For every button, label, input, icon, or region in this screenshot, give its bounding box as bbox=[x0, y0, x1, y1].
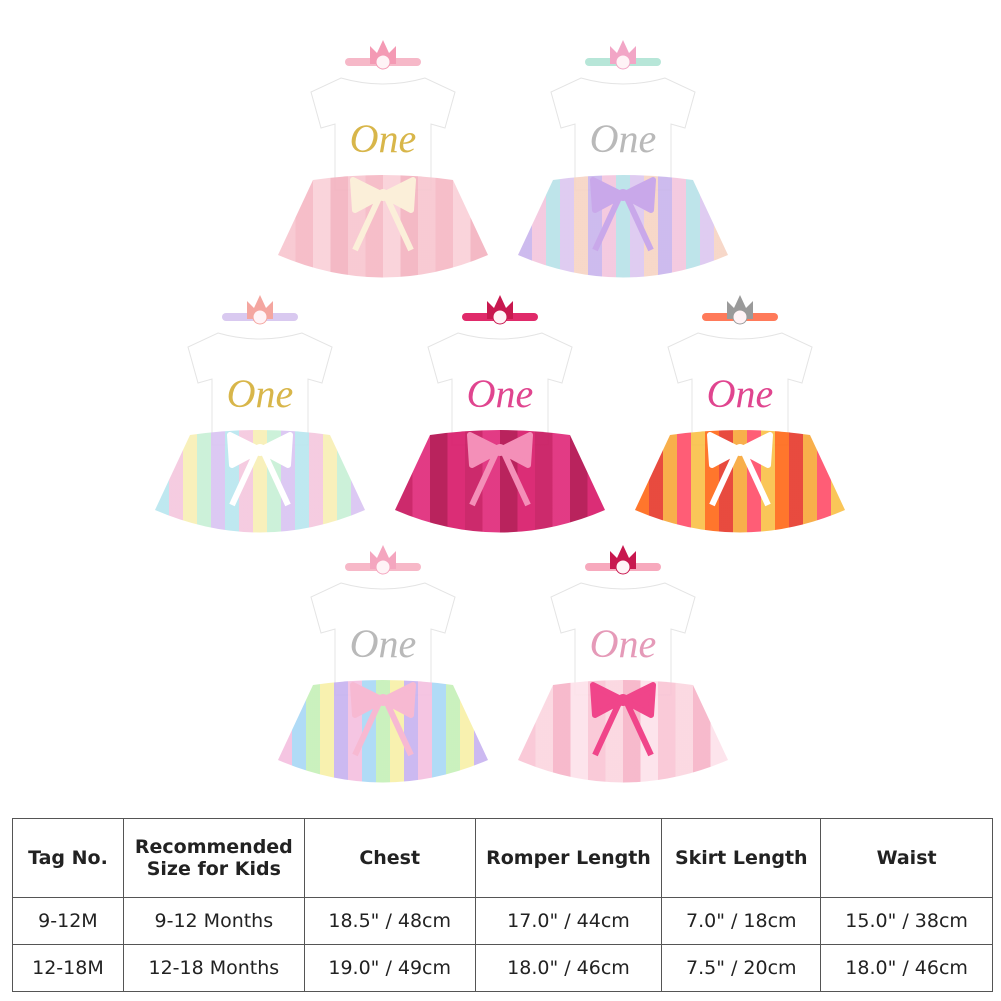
bow-knot bbox=[377, 189, 389, 201]
header-cell: Waist bbox=[820, 818, 993, 898]
outfit: One bbox=[155, 295, 365, 533]
tutu bbox=[518, 175, 728, 278]
header-row: Tag No. Recommended Size for Kids Chest Rom… bbox=[12, 818, 993, 898]
tutu bbox=[278, 175, 488, 278]
flower bbox=[252, 309, 268, 325]
bow bbox=[707, 432, 773, 507]
flower bbox=[375, 559, 391, 575]
outfit: One bbox=[518, 40, 728, 278]
flower bbox=[732, 309, 748, 325]
onesie bbox=[310, 582, 456, 696]
table-cell: 7.5" / 20cm bbox=[661, 944, 822, 992]
table-cell: 12-18M bbox=[12, 944, 124, 992]
table-cell: 12-18 Months bbox=[122, 944, 305, 992]
crown bbox=[487, 295, 513, 319]
header-cell: Tag No. bbox=[12, 818, 124, 898]
table-cell: 18.0" / 46cm bbox=[474, 944, 663, 992]
onesie bbox=[187, 332, 333, 446]
flower bbox=[375, 54, 391, 70]
onesie-print: One bbox=[350, 621, 417, 666]
onesie bbox=[550, 582, 696, 696]
size-table: Tag No. Recommended Size for Kids Chest Rom… bbox=[12, 818, 993, 992]
outfit-gallery: One One One One One One One bbox=[155, 40, 845, 783]
table-row: 12-18M 12-18 Months 19.0" / 49cm 18.0" / 46… bbox=[12, 944, 993, 992]
bow bbox=[590, 177, 656, 252]
bow bbox=[350, 682, 416, 757]
header-cell: Romper Length bbox=[474, 818, 663, 898]
onesie-print: One bbox=[227, 371, 294, 416]
onesie bbox=[667, 332, 813, 446]
header-cell: Chest bbox=[303, 818, 476, 898]
onesie bbox=[550, 77, 696, 191]
crown bbox=[370, 40, 396, 64]
tutu bbox=[518, 680, 728, 783]
table-cell: 7.0" / 18cm bbox=[661, 897, 822, 945]
table-cell: 9-12M bbox=[12, 897, 124, 945]
table-cell: 9-12 Months bbox=[122, 897, 305, 945]
crown bbox=[247, 295, 273, 319]
bow-knot bbox=[377, 694, 389, 706]
bow-knot bbox=[494, 444, 506, 456]
bow bbox=[350, 177, 416, 252]
outfit: One bbox=[635, 295, 845, 533]
bow-knot bbox=[254, 444, 266, 456]
tutu bbox=[278, 680, 488, 783]
table-cell: 18.0" / 46cm bbox=[820, 944, 993, 992]
flower bbox=[615, 559, 631, 575]
onesie-print: One bbox=[707, 371, 774, 416]
table-cell: 18.5" / 48cm bbox=[303, 897, 476, 945]
outfit: One bbox=[518, 545, 728, 783]
onesie bbox=[427, 332, 573, 446]
tutu bbox=[635, 430, 845, 533]
onesie-print: One bbox=[590, 621, 657, 666]
header-cell: Skirt Length bbox=[661, 818, 822, 898]
onesie-print: One bbox=[590, 116, 657, 161]
bow bbox=[227, 432, 293, 507]
flower bbox=[615, 54, 631, 70]
tutu bbox=[395, 430, 605, 533]
table-cell: 17.0" / 44cm bbox=[474, 897, 663, 945]
bow bbox=[590, 682, 656, 757]
crown bbox=[727, 295, 753, 319]
outfit: One bbox=[278, 545, 488, 783]
onesie bbox=[310, 77, 456, 191]
crown bbox=[610, 545, 636, 569]
bow-knot bbox=[734, 444, 746, 456]
outfit: One bbox=[278, 40, 488, 278]
bow-knot bbox=[617, 694, 629, 706]
bow-knot bbox=[617, 189, 629, 201]
crown bbox=[370, 545, 396, 569]
table-cell: 19.0" / 49cm bbox=[303, 944, 476, 992]
onesie-print: One bbox=[350, 116, 417, 161]
table-cell: 15.0" / 38cm bbox=[820, 897, 993, 945]
flower bbox=[492, 309, 508, 325]
onesie-print: One bbox=[467, 371, 534, 416]
tutu bbox=[155, 430, 365, 533]
header-cell: Recommended Size for Kids bbox=[122, 818, 305, 898]
outfit: One bbox=[395, 295, 605, 533]
table-row: 9-12M 9-12 Months 18.5" / 48cm 17.0" / 44cm… bbox=[12, 897, 993, 945]
bow bbox=[467, 432, 533, 507]
crown bbox=[610, 40, 636, 64]
